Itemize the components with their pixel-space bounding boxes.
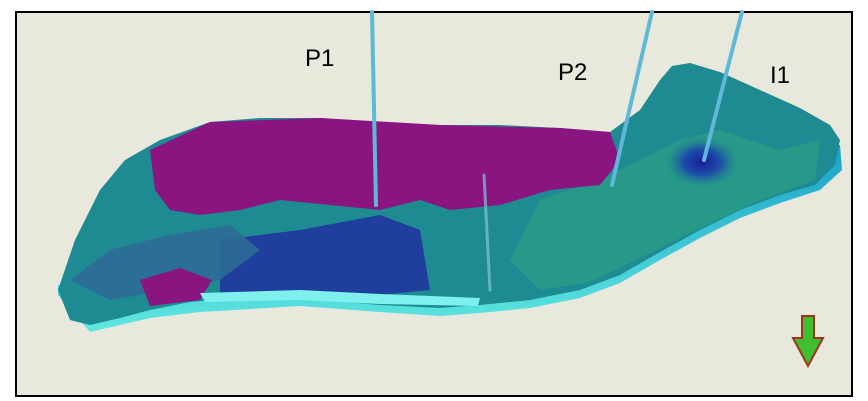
page: P1 P2 I1 (() => { const data = JSON.pars… xyxy=(0,0,868,401)
well-label: I1 xyxy=(770,62,790,89)
well-label: P1 xyxy=(305,45,334,72)
well-label: P2 xyxy=(558,59,587,86)
injection-zone xyxy=(664,136,740,188)
reservoir-view: P1 P2 I1 xyxy=(0,0,868,401)
